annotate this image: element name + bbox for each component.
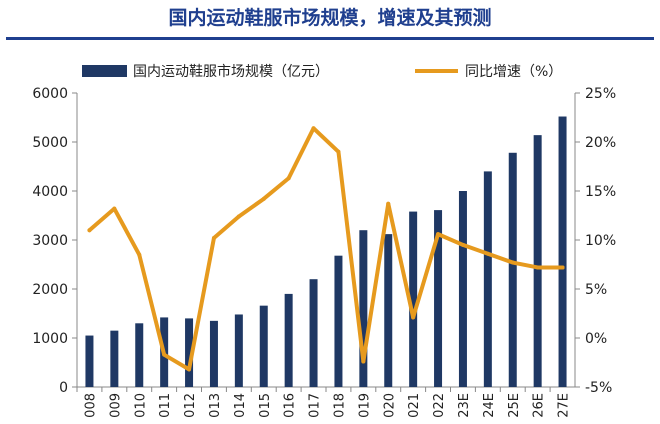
x-tick-label: 013 xyxy=(208,393,223,418)
x-tick-label: 25E xyxy=(507,393,522,418)
legend-bar-swatch xyxy=(82,65,127,77)
bar xyxy=(434,210,443,387)
x-tick-label: 010 xyxy=(133,393,148,418)
growth-rate-point xyxy=(386,201,391,206)
legend-bar-label: 国内运动鞋服市场规模（亿元） xyxy=(133,63,329,80)
y-left-tick-label: 2000 xyxy=(32,282,68,298)
growth-rate-point xyxy=(510,260,515,265)
y-left-tick-label: 3000 xyxy=(32,233,68,249)
y-right-tick-label: 15% xyxy=(585,184,616,200)
y-right-tick-label: 25% xyxy=(585,86,616,102)
bar-series xyxy=(85,116,567,388)
x-tick-label: 015 xyxy=(258,393,273,418)
growth-rate-point xyxy=(162,352,167,357)
x-tick-label: 012 xyxy=(183,393,198,418)
growth-rate-point xyxy=(411,315,416,320)
bar xyxy=(135,323,144,387)
growth-rate-point xyxy=(535,265,540,270)
x-tick-label: 23E xyxy=(457,393,472,418)
x-tick-label: 014 xyxy=(233,393,248,418)
x-tick-label: 018 xyxy=(332,393,347,418)
title-underline xyxy=(6,37,654,40)
growth-rate-point xyxy=(336,149,341,154)
x-tick-label: 019 xyxy=(357,393,372,418)
bar xyxy=(259,305,268,387)
growth-rate-point xyxy=(436,232,441,237)
bar xyxy=(85,335,94,387)
growth-rate-point xyxy=(137,252,142,257)
bar xyxy=(185,318,194,387)
bar xyxy=(309,279,318,387)
x-tick-label: 24E xyxy=(482,393,497,418)
x-tick-label: 021 xyxy=(407,393,422,418)
axes: 0 1000 2000 3000 4000 5000 6000 -5% 0% 5% 10% 15% 20… xyxy=(32,86,616,418)
bar xyxy=(209,320,218,387)
x-tick-label: 016 xyxy=(283,393,298,418)
x-tick-label: 008 xyxy=(83,393,98,418)
x-tick-label: 017 xyxy=(308,393,323,418)
bar xyxy=(110,330,119,387)
bar xyxy=(558,116,567,388)
growth-rate-point xyxy=(286,176,291,181)
x-tick-label: 009 xyxy=(108,393,123,418)
chart-title: 国内运动鞋服市场规模，增速及其预测 xyxy=(168,7,492,29)
growth-rate-point xyxy=(236,214,241,219)
growth-rate-point xyxy=(211,236,216,241)
x-tick-label: 011 xyxy=(158,393,173,418)
growth-rate-point xyxy=(87,228,92,233)
bar xyxy=(234,314,243,387)
y-left-tick-label: 6000 xyxy=(32,86,68,102)
growth-rate-point xyxy=(261,196,266,201)
bar xyxy=(508,152,517,387)
growth-rate-point xyxy=(560,265,565,270)
line-series xyxy=(87,126,565,372)
growth-rate-point xyxy=(112,206,117,211)
growth-rate-point xyxy=(460,242,465,247)
growth-rate-point xyxy=(361,359,366,364)
y-right-tick-label: 0% xyxy=(585,331,607,347)
bar xyxy=(284,293,293,387)
x-tick-label: 27E xyxy=(557,393,572,418)
x-tick-label: 26E xyxy=(532,393,547,418)
x-tick-label: 022 xyxy=(432,393,447,418)
bar xyxy=(334,255,343,387)
y-right-tick-label: 10% xyxy=(585,233,616,249)
growth-rate-point xyxy=(485,251,490,256)
y-right-tick-label: 20% xyxy=(585,135,616,151)
growth-rate-line xyxy=(87,126,565,372)
bar xyxy=(409,211,418,387)
y-left-tick-label: 1000 xyxy=(32,331,68,347)
bar xyxy=(384,234,393,387)
y-left-tick-label: 5000 xyxy=(32,135,68,151)
growth-rate-point xyxy=(187,367,192,372)
legend-line-label: 同比增速（%） xyxy=(465,64,562,80)
growth-rate-point xyxy=(311,126,316,131)
y-left-tick-label: 4000 xyxy=(32,184,68,200)
y-right-tick-label: 5% xyxy=(585,282,607,298)
x-tick-label: 020 xyxy=(382,393,397,418)
bar xyxy=(533,135,542,387)
bar xyxy=(458,191,467,387)
bar xyxy=(483,171,492,387)
y-right-tick-label: -5% xyxy=(585,380,612,396)
bar xyxy=(359,230,368,387)
y-left-tick-label: 0 xyxy=(59,380,68,396)
